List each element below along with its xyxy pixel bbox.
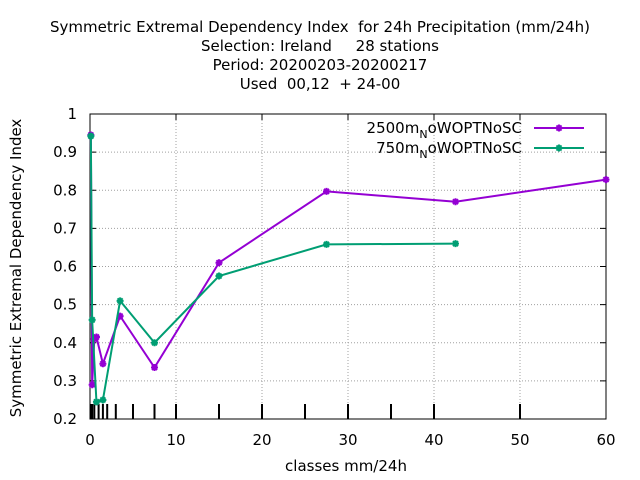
data-point — [602, 176, 610, 184]
data-point — [452, 198, 459, 206]
legend-marker-1 — [555, 144, 563, 152]
x-tick-label: 60 — [596, 431, 615, 449]
y-tick-label: 1 — [67, 105, 77, 123]
y-tick-label: 0.8 — [53, 181, 77, 199]
y-tick-label: 0.2 — [53, 410, 77, 428]
series-1 — [87, 132, 459, 406]
y-tick-label: 0.4 — [53, 334, 77, 352]
x-tick-label: 50 — [510, 431, 529, 449]
data-point — [151, 364, 158, 372]
y-tick-label: 0.9 — [53, 143, 77, 161]
data-point — [92, 398, 100, 406]
chart-title-line-4: Used 00,12 + 24-00 — [239, 75, 401, 93]
data-point — [88, 381, 96, 389]
chart-title-line-3: Period: 20200203-20200217 — [212, 56, 428, 74]
data-point — [452, 240, 459, 248]
grid — [90, 114, 606, 419]
x-tick-labels: 0 10 20 30 40 50 60 — [85, 431, 615, 449]
x-tick-label: 40 — [424, 431, 443, 449]
data-point — [323, 187, 330, 195]
data-point — [88, 316, 96, 324]
series-layer — [87, 131, 610, 406]
legend-label-1: 750mNoWOPTNoSC — [376, 139, 522, 161]
series-line — [89, 136, 456, 404]
legend-marker-0 — [555, 124, 563, 132]
x-tick-label: 10 — [166, 431, 185, 449]
data-point — [99, 396, 107, 404]
chart-title-line-1: Symmetric Extremal Dependency Index for … — [50, 18, 590, 36]
class-marks — [89, 404, 521, 419]
data-point — [215, 259, 223, 267]
x-tick-label: 20 — [252, 431, 271, 449]
data-point — [92, 333, 100, 341]
y-tick-labels: 0.2 0.3 0.4 0.5 0.6 0.7 0.8 0.9 1 — [53, 105, 77, 428]
y-axis-label: Symmetric Extremal Dependency Index — [7, 119, 25, 418]
data-point — [116, 312, 124, 320]
x-axis-label: classes mm/24h — [285, 457, 407, 475]
data-point — [323, 240, 330, 248]
x-tick-label: 0 — [85, 431, 95, 449]
y-tick-label: 0.5 — [53, 296, 77, 314]
data-point — [151, 339, 158, 347]
series-line — [89, 134, 607, 385]
data-point — [116, 297, 124, 305]
y-tick-label: 0.7 — [53, 219, 77, 237]
x-tick-label: 30 — [338, 431, 357, 449]
y-tick-label: 0.3 — [53, 372, 77, 390]
data-point — [215, 272, 223, 280]
series-0 — [87, 131, 610, 389]
data-point — [99, 360, 107, 368]
chart-title-line-2: Selection: Ireland 28 stations — [201, 37, 439, 55]
data-point — [87, 132, 95, 140]
y-tick-label: 0.6 — [53, 258, 77, 276]
legend-label-0: 2500mNoWOPTNoSC — [367, 119, 522, 141]
